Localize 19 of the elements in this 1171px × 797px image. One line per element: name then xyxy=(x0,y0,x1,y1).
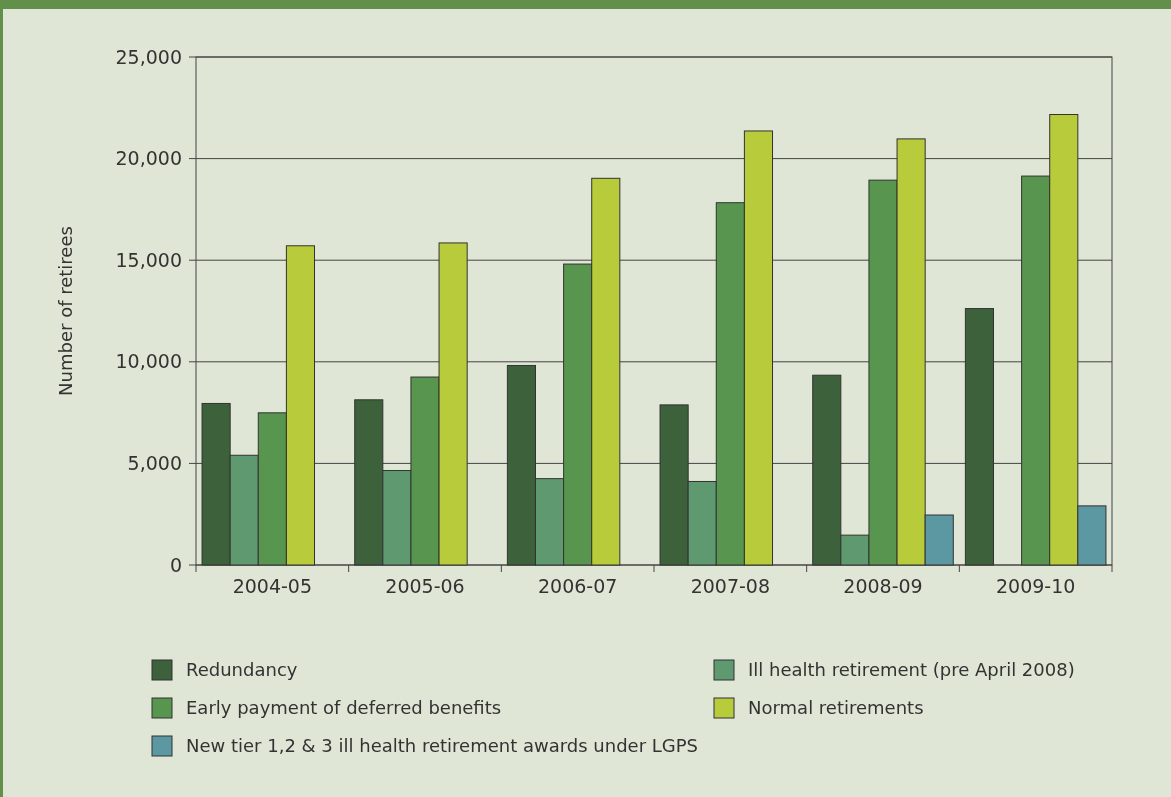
y-tick-label: 10,000 xyxy=(115,350,182,373)
x-tick-label: 2006-07 xyxy=(537,575,618,597)
bar xyxy=(964,308,994,566)
y-tick-label: 25,000 xyxy=(115,45,182,68)
legend-label: Redundancy xyxy=(186,659,298,680)
legend-label: Normal retirements xyxy=(748,697,924,718)
x-tick-label: 2008-09 xyxy=(843,575,923,597)
x-tick-label: 2004-05 xyxy=(232,575,313,597)
y-axis-title: Number of retirees xyxy=(55,226,76,396)
legend-label: New tier 1,2 & 3 ill health retirement awards under LGPS xyxy=(186,735,699,756)
x-tick-label: 2009-10 xyxy=(995,575,1076,597)
y-tick-label: 0 xyxy=(169,553,182,576)
y-tick-label: 15,000 xyxy=(115,248,182,271)
y-tick-label: 20,000 xyxy=(115,147,182,170)
legend-label: Ill health retirement (pre April 2008) xyxy=(748,659,1075,680)
y-tick-label: 5,000 xyxy=(127,452,182,475)
x-tick-label: 2007-08 xyxy=(690,575,771,597)
x-tick-label: 2005-06 xyxy=(385,575,465,597)
legend-label: Early payment of deferred benefits xyxy=(186,697,502,718)
